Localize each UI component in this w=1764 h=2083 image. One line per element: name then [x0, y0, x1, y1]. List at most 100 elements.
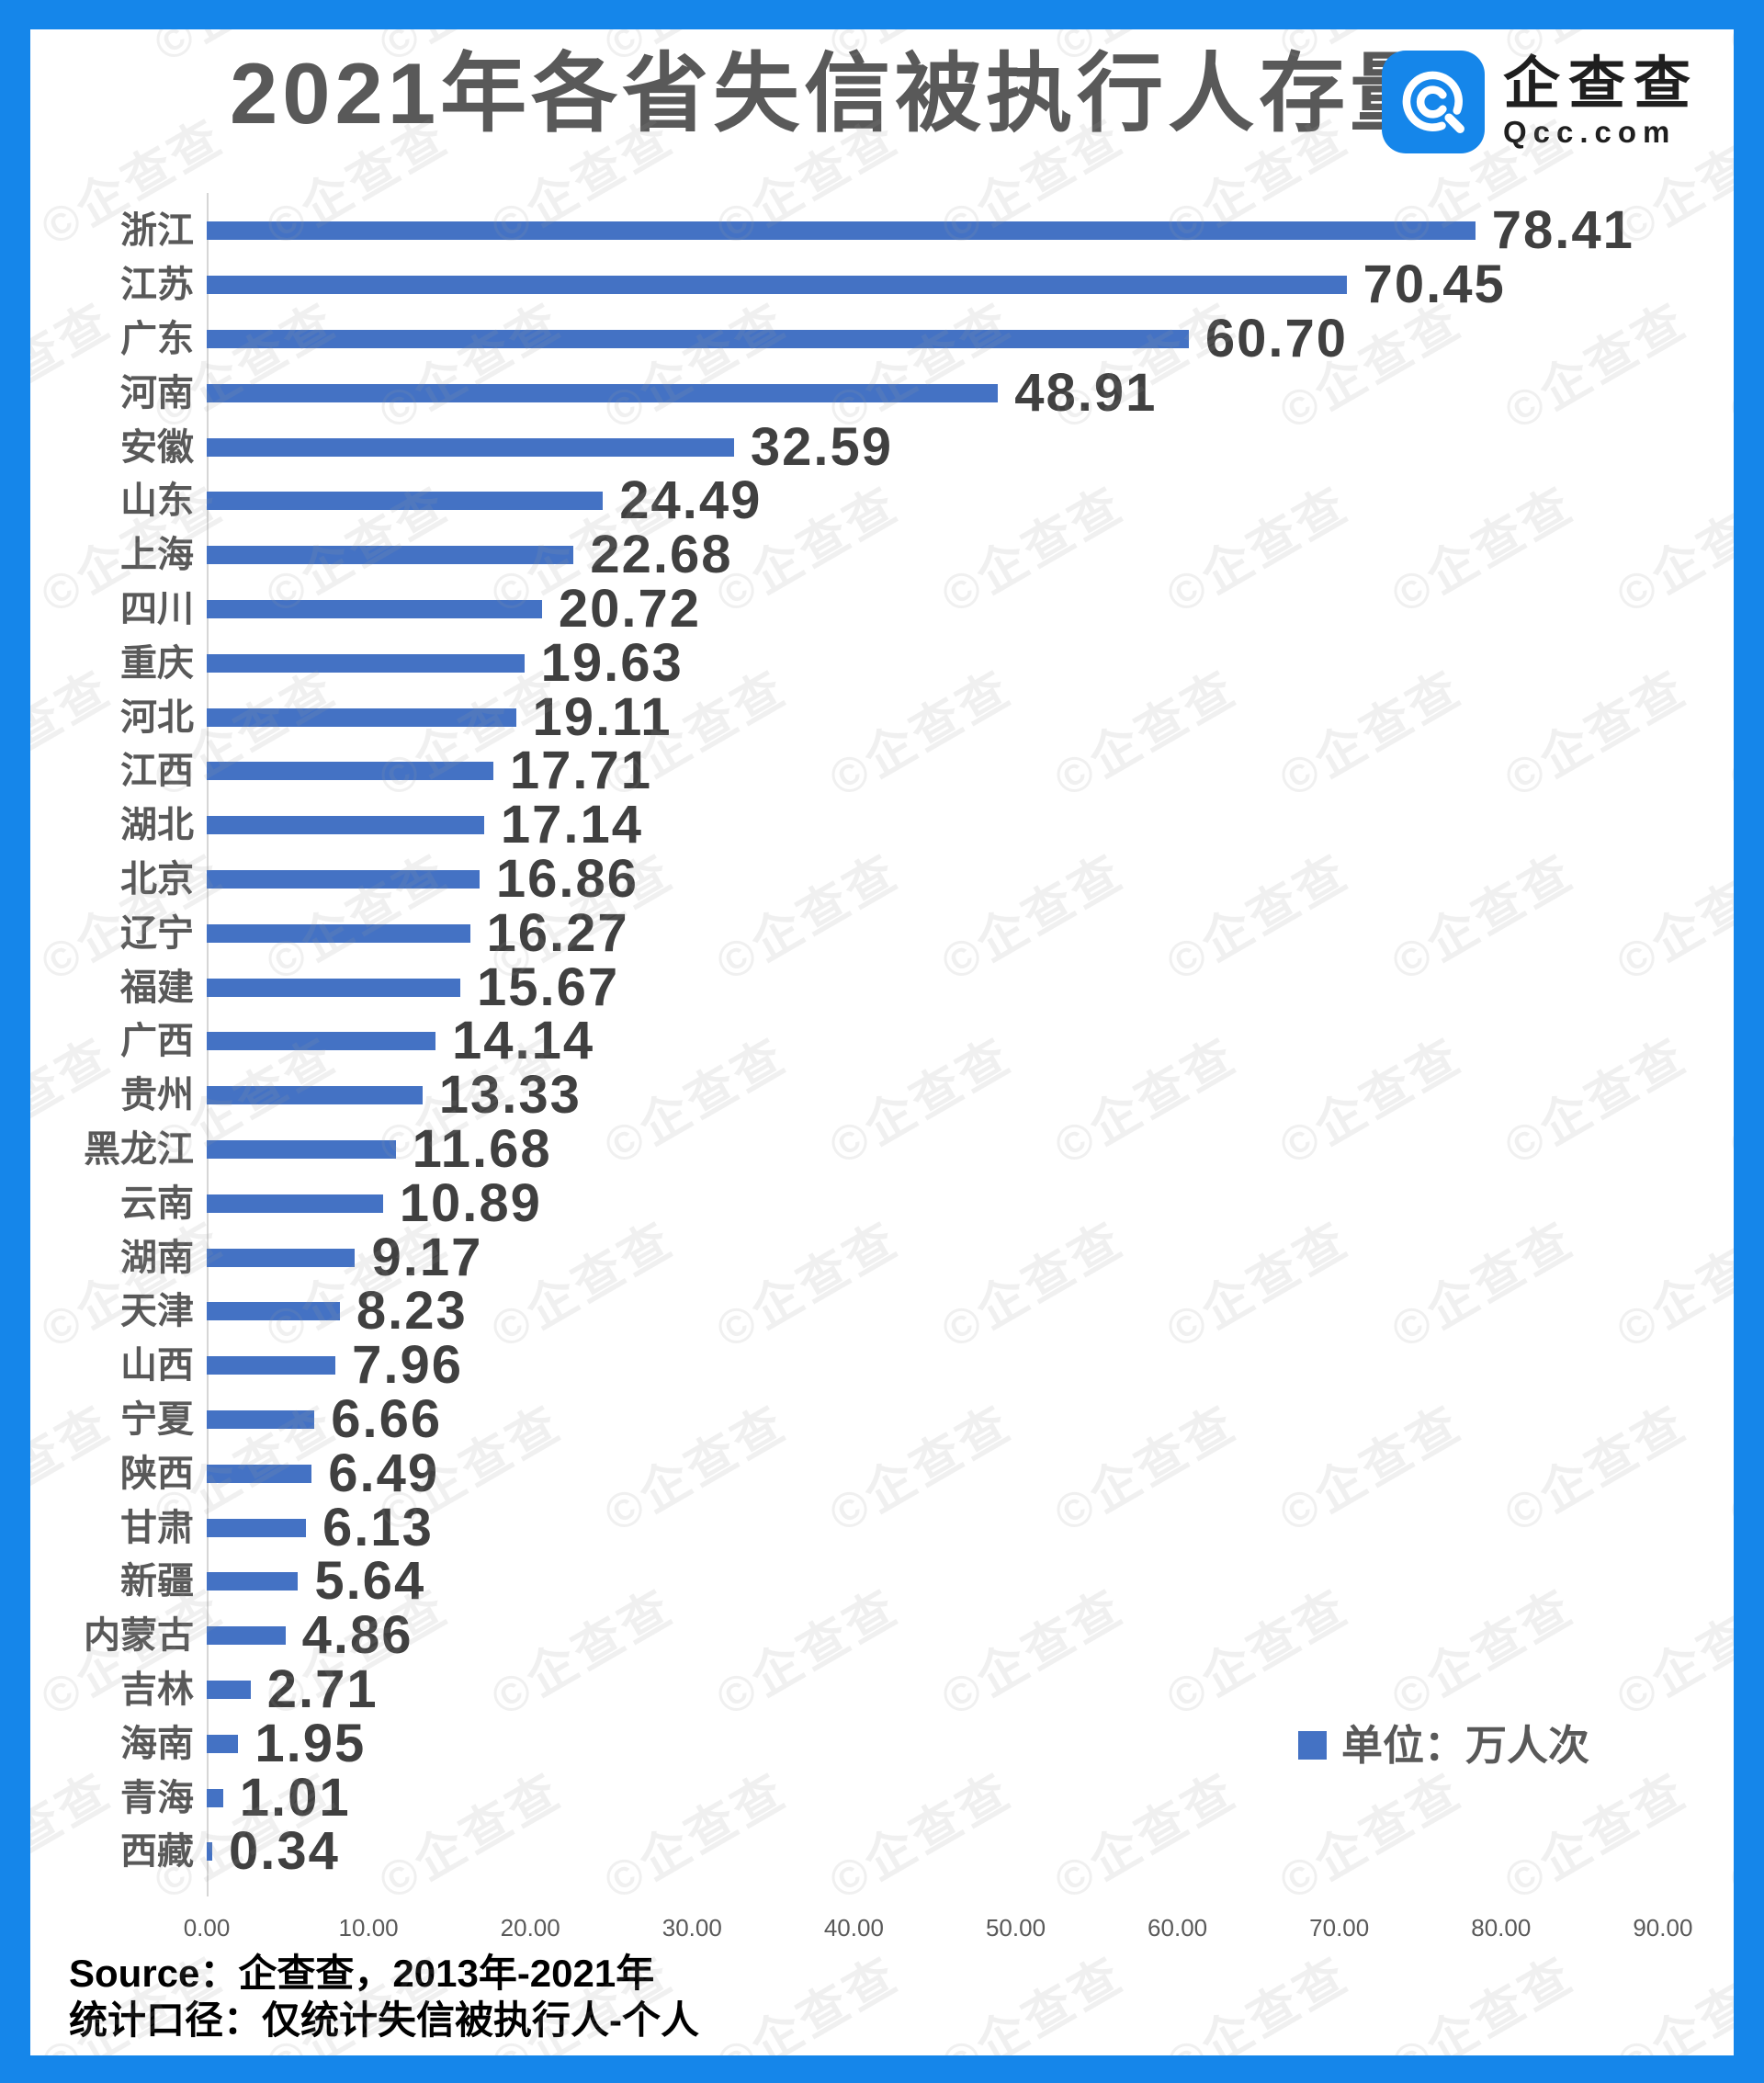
bar-track: 8.23: [207, 1285, 1734, 1339]
bar-row: 重庆 19.63: [30, 636, 1734, 690]
value-label: 10.89: [399, 1172, 542, 1233]
qcc-logo-icon: [1381, 51, 1485, 153]
value-label: 32.59: [750, 416, 894, 477]
category-label: 贵州: [120, 1075, 194, 1116]
value-label: 22.68: [590, 525, 733, 585]
bar: [207, 1356, 336, 1375]
bar: [207, 708, 516, 727]
value-label: 2.71: [266, 1658, 379, 1719]
bar: [207, 1464, 312, 1483]
value-label: 1.95: [254, 1713, 367, 1773]
bar: [207, 599, 542, 618]
bar: [207, 276, 1347, 295]
watermark-mark: ©企查查: [1157, 1946, 1359, 2055]
x-tick-label: 80.00: [1471, 1914, 1532, 1941]
bar-row: 河北 19.11: [30, 690, 1734, 744]
bar: [207, 869, 480, 889]
bar: [207, 816, 484, 835]
bar-track: 6.13: [207, 1500, 1734, 1555]
category-label: 内蒙古: [84, 1615, 194, 1657]
category-label: 广东: [120, 318, 194, 359]
bar-track: 5.64: [207, 1555, 1734, 1609]
bar: [207, 1572, 299, 1591]
x-tick-label: 30.00: [662, 1914, 722, 1941]
bar: [207, 1518, 306, 1537]
category-label: 海南: [120, 1723, 194, 1764]
category-label: 北京: [120, 858, 194, 900]
category-label: 云南: [120, 1183, 194, 1224]
value-label: 24.49: [619, 470, 763, 531]
bar: [207, 1194, 383, 1213]
bar-row: 宁夏 6.66: [30, 1388, 1734, 1449]
bar-row: 山东 24.49: [30, 474, 1734, 528]
bar-row: 山西 7.96: [30, 1339, 1734, 1393]
value-label: 5.64: [314, 1551, 426, 1612]
bar-row: 浙江 78.41: [30, 204, 1734, 258]
bar-row: 辽宁 16.27: [30, 906, 1734, 960]
bar: [207, 653, 525, 673]
logo-domain: Qcc.com: [1502, 114, 1677, 149]
x-tick-label: 20.00: [500, 1914, 560, 1941]
bar-track: 60.70: [207, 311, 1734, 367]
source-note: Source：企查查，2013年-2021年 统计口径：仅统计失信被执行人-个人: [69, 1950, 699, 2043]
bar: [207, 1626, 286, 1646]
x-tick-label: 0.00: [183, 1914, 231, 1941]
bar-track: 48.91: [207, 366, 1734, 420]
watermark-mark: ©企查查: [1607, 1946, 1734, 2055]
value-label: 9.17: [371, 1227, 483, 1287]
value-label: 1.01: [239, 1767, 351, 1828]
bar-row: 贵州 13.33: [30, 1069, 1734, 1123]
value-label: 6.49: [328, 1443, 440, 1503]
bar: [207, 1409, 315, 1429]
bar-track: 2.71: [207, 1658, 1734, 1719]
value-label: 19.11: [532, 686, 673, 747]
x-tick-label: 10.00: [338, 1914, 399, 1941]
logo-name: 企查查: [1502, 51, 1699, 116]
watermark-mark: ©企查查: [932, 1946, 1134, 2055]
bar-track: 11.68: [207, 1122, 1734, 1177]
bar: [207, 437, 734, 457]
bar: [207, 762, 493, 781]
watermark-mark: ©企查查: [1382, 1946, 1584, 2055]
bar-row: 天津 8.23: [30, 1285, 1734, 1339]
bar-row: 广东 60.70: [30, 311, 1734, 367]
category-label: 山东: [120, 481, 194, 522]
bar-track: 13.33: [207, 1069, 1734, 1123]
value-label: 17.14: [500, 795, 643, 855]
bar-row: 海南 1.95: [30, 1716, 1734, 1771]
category-label: 浙江: [120, 210, 194, 252]
bar-track: 9.17: [207, 1230, 1734, 1285]
x-tick-label: 40.00: [823, 1914, 884, 1941]
bar: [207, 1842, 212, 1862]
bar-row: 黑龙江 11.68: [30, 1122, 1734, 1177]
chart-title: 2021年各省失信被执行人存量: [230, 45, 1442, 142]
bar-track: 16.86: [207, 852, 1734, 907]
bar-track: 20.72: [207, 582, 1734, 637]
bar: [207, 1680, 251, 1699]
value-label: 19.63: [540, 632, 684, 693]
category-label: 福建: [120, 967, 194, 1008]
bar: [207, 1788, 223, 1807]
bar-track: 10.89: [207, 1176, 1734, 1230]
qcc-logo-text: 企查查 Qcc.com: [1503, 54, 1699, 151]
bar: [207, 383, 999, 402]
value-label: 7.96: [352, 1335, 464, 1396]
bar: [207, 1248, 356, 1267]
qcc-logo: 企查查 Qcc.com: [1381, 51, 1699, 153]
category-label: 四川: [120, 588, 194, 629]
category-label: 江西: [120, 751, 194, 792]
bar: [207, 923, 470, 943]
source-line-1: Source：企查查，2013年-2021年: [69, 1952, 655, 1995]
category-label: 宁夏: [120, 1398, 194, 1440]
category-label: 甘肃: [120, 1507, 194, 1548]
bar-row: 上海 22.68: [30, 528, 1734, 583]
bar: [207, 1032, 435, 1051]
category-label: 广西: [120, 1021, 194, 1062]
category-label: 重庆: [120, 642, 194, 684]
bar-row: 西藏 0.34: [30, 1825, 1734, 1879]
category-label: 江苏: [120, 265, 194, 306]
bar-track: 6.49: [207, 1446, 1734, 1500]
value-label: 6.66: [331, 1388, 443, 1449]
bar-track: 6.66: [207, 1388, 1734, 1449]
category-label: 吉林: [120, 1669, 194, 1710]
